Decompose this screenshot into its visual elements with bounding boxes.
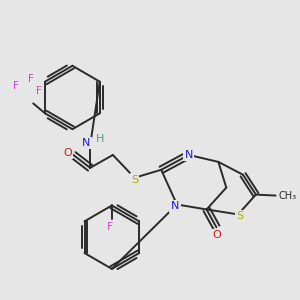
- Text: N: N: [184, 150, 193, 160]
- Text: N: N: [82, 138, 90, 148]
- Text: O: O: [212, 230, 221, 240]
- Text: O: O: [63, 148, 72, 158]
- Text: H: H: [96, 134, 104, 144]
- Text: CH₃: CH₃: [278, 190, 296, 201]
- Text: F: F: [36, 85, 42, 96]
- Text: S: S: [236, 212, 244, 221]
- Text: F: F: [13, 81, 18, 91]
- Text: S: S: [131, 175, 138, 185]
- Text: F: F: [107, 222, 113, 232]
- Text: N: N: [171, 202, 179, 212]
- Text: F: F: [28, 74, 34, 84]
